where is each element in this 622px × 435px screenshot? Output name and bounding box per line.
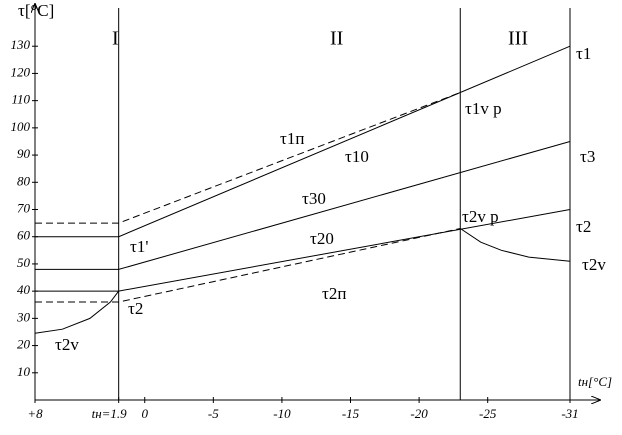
region-label: I xyxy=(112,28,119,50)
x-axis-label: tн[°C] xyxy=(578,374,612,389)
x-tick-label: 0 xyxy=(141,406,148,421)
series-line xyxy=(35,92,461,224)
series-label: τ2v xyxy=(582,255,606,274)
y-tick-label: 80 xyxy=(17,173,31,188)
y-tick-label: 10 xyxy=(17,364,31,379)
y-tick-label: 100 xyxy=(11,119,31,134)
annotation: τ1' xyxy=(130,237,148,256)
x-tick-label: +8 xyxy=(27,406,43,421)
series-line xyxy=(35,141,571,270)
y-tick-label: 110 xyxy=(11,92,30,107)
annotation: τ2v p xyxy=(462,207,499,226)
x-tick-label: -20 xyxy=(410,406,428,421)
annotation: τ1v p xyxy=(465,99,502,118)
y-tick-label: 130 xyxy=(11,37,31,52)
y-tick-label: 60 xyxy=(17,228,31,243)
y-tick-label: 70 xyxy=(17,200,31,215)
annotation: τ2v xyxy=(55,335,79,354)
y-tick-label: 50 xyxy=(17,255,31,270)
annotation: τ20 xyxy=(310,229,334,248)
x-tick-label: -25 xyxy=(479,406,497,421)
series-label: τ3 xyxy=(580,147,595,166)
series-line xyxy=(34,228,571,334)
series-line xyxy=(35,45,571,238)
annotation: τ30 xyxy=(302,189,326,208)
x-tick-label: -5 xyxy=(208,406,219,421)
annotation: τ10 xyxy=(345,147,369,166)
region-label: III xyxy=(508,28,528,50)
x-tick-label: -15 xyxy=(342,406,360,421)
y-tick-label: 40 xyxy=(17,282,31,297)
region-label: II xyxy=(330,28,343,50)
series-label: τ2п xyxy=(322,284,346,303)
series-label: τ1п xyxy=(280,129,304,148)
y-tick-label: 120 xyxy=(11,64,31,79)
y-tick-label: 30 xyxy=(16,309,31,324)
x-tick-label: tн=1.9 xyxy=(92,406,128,421)
y-tick-label: 20 xyxy=(17,337,31,352)
y-tick-label: 90 xyxy=(17,146,31,161)
y-axis-label: τ[°C] xyxy=(18,1,54,20)
x-tick-label: -31 xyxy=(561,406,578,421)
x-tick-label: -10 xyxy=(273,406,291,421)
series-line xyxy=(35,228,461,303)
annotation: τ2 xyxy=(128,299,143,318)
series-label: τ2 xyxy=(576,217,591,236)
series-label: τ1 xyxy=(576,44,591,63)
